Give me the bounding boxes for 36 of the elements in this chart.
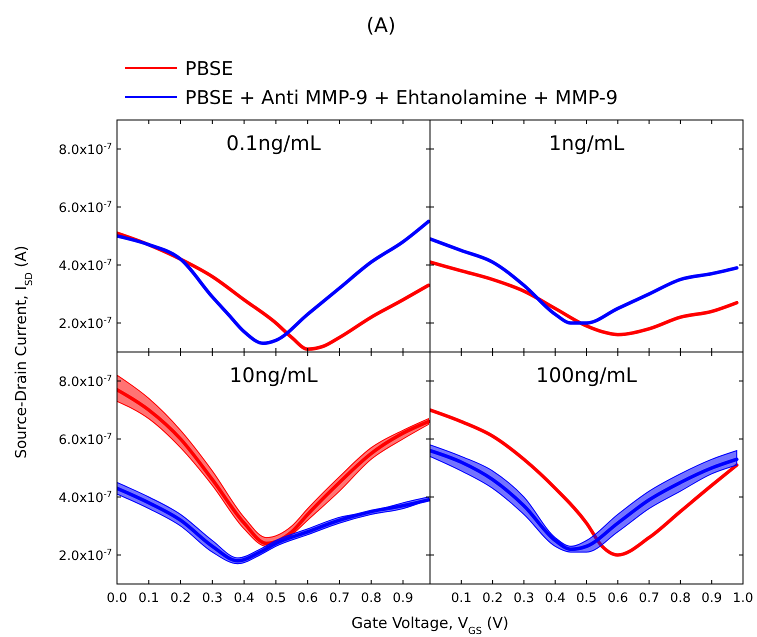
y-tick-label: 6.0x10$^{-7}$ [58,199,112,216]
x-tick-label: 0.9 [701,591,722,606]
x-tick-label: 0.4 [234,591,254,606]
legend-label: PBSE + Anti MMP-9 + Ehtanolamine + MMP-9 [185,87,618,109]
x-tick-label: 0.6 [607,591,628,606]
legend-label: PBSE [185,58,234,80]
x-tick-label: 0.2 [170,591,191,606]
text: 0.1ng/mL [226,131,322,155]
x-tick-label: 1.0 [732,591,754,606]
x-tick-label: 0.3 [202,591,223,606]
x-tick-label: 0.0 [106,591,128,606]
x-tick-label: 0.8 [360,591,382,606]
y-tick-label: 8.0x10$^{-7}$ [58,373,112,390]
chart-title: (A) [366,13,396,37]
y-tick-label: 8.0x10$^{-7}$ [58,141,112,158]
y-tick-label: 2.0x10$^{-7}$ [58,315,112,332]
x-tick-label: 0.1 [450,591,472,606]
y-tick-label: 4.0x10$^{-7}$ [58,257,112,274]
y-tick-label: 2.0x10$^{-7}$ [58,547,112,564]
x-tick-label: 0.5 [266,591,286,606]
x-tick-label: 0.4 [544,591,566,606]
x-tick-label: 0.9 [392,591,414,606]
text: 100ng/mL [536,363,638,387]
text: 1ng/mL [548,131,626,155]
x-axis-title: Gate Voltage, V$_{GS}$ (V) [351,614,509,636]
x-tick-label: 0.7 [638,591,660,606]
x-tick-label: 0.3 [514,591,534,606]
y-tick-label: 4.0x10$^{-7}$ [58,489,112,506]
x-tick-label: 0.2 [482,591,503,606]
y-tick-label: 6.0x10$^{-7}$ [58,431,112,448]
x-tick-label: 0.5 [576,591,597,606]
x-tick-label: 0.7 [329,591,350,606]
x-tick-label: 0.1 [138,591,160,606]
text: 10ng/mL [229,363,318,387]
x-tick-label: 0.8 [670,591,691,606]
x-tick-label: 0.6 [297,591,318,606]
